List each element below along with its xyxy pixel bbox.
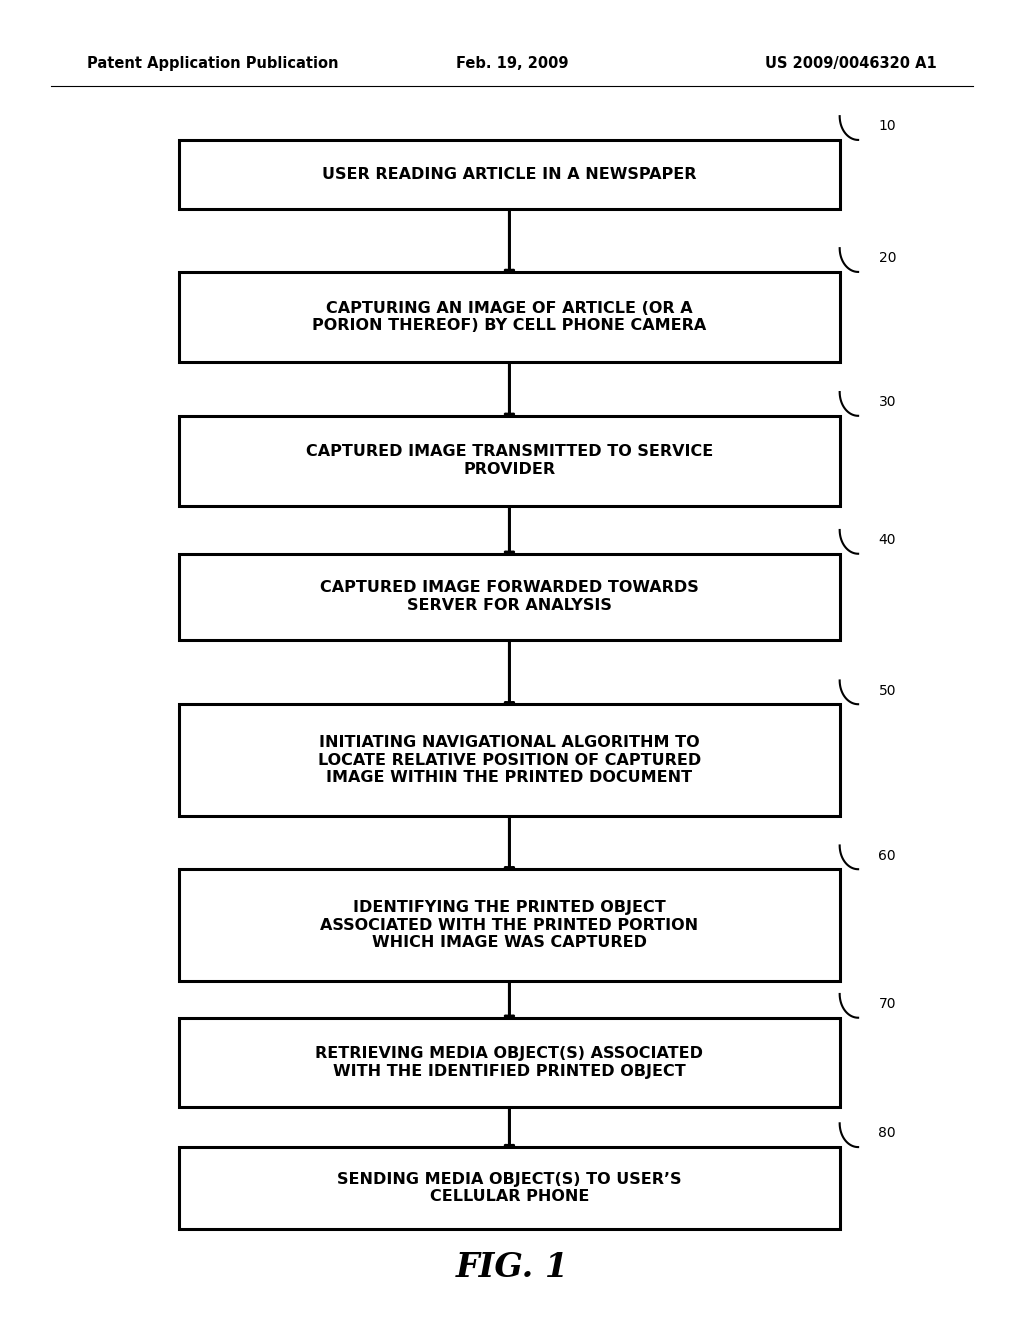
Text: CAPTURED IMAGE FORWARDED TOWARDS
SERVER FOR ANALYSIS: CAPTURED IMAGE FORWARDED TOWARDS SERVER … (321, 581, 698, 612)
Text: FIG. 1: FIG. 1 (456, 1251, 568, 1283)
Text: USER READING ARTICLE IN A NEWSPAPER: USER READING ARTICLE IN A NEWSPAPER (323, 166, 696, 182)
Text: 50: 50 (879, 684, 896, 697)
FancyBboxPatch shape (179, 416, 840, 506)
Text: IDENTIFYING THE PRINTED OBJECT
ASSOCIATED WITH THE PRINTED PORTION
WHICH IMAGE W: IDENTIFYING THE PRINTED OBJECT ASSOCIATE… (321, 900, 698, 950)
Text: US 2009/0046320 A1: US 2009/0046320 A1 (765, 55, 937, 71)
Text: Feb. 19, 2009: Feb. 19, 2009 (456, 55, 568, 71)
FancyBboxPatch shape (179, 140, 840, 209)
Text: 60: 60 (879, 849, 896, 863)
Text: 20: 20 (879, 251, 896, 265)
FancyBboxPatch shape (179, 554, 840, 639)
Text: 40: 40 (879, 533, 896, 546)
FancyBboxPatch shape (179, 1018, 840, 1107)
Text: 70: 70 (879, 997, 896, 1011)
Text: Patent Application Publication: Patent Application Publication (87, 55, 339, 71)
Text: 10: 10 (879, 119, 896, 133)
FancyBboxPatch shape (179, 704, 840, 816)
Text: SENDING MEDIA OBJECT(S) TO USER’S
CELLULAR PHONE: SENDING MEDIA OBJECT(S) TO USER’S CELLUL… (337, 1172, 682, 1204)
Text: CAPTURING AN IMAGE OF ARTICLE (OR A
PORION THEREOF) BY CELL PHONE CAMERA: CAPTURING AN IMAGE OF ARTICLE (OR A PORI… (312, 301, 707, 333)
Text: RETRIEVING MEDIA OBJECT(S) ASSOCIATED
WITH THE IDENTIFIED PRINTED OBJECT: RETRIEVING MEDIA OBJECT(S) ASSOCIATED WI… (315, 1047, 703, 1078)
FancyBboxPatch shape (179, 272, 840, 362)
Text: INITIATING NAVIGATIONAL ALGORITHM TO
LOCATE RELATIVE POSITION OF CAPTURED
IMAGE : INITIATING NAVIGATIONAL ALGORITHM TO LOC… (317, 735, 701, 785)
Text: CAPTURED IMAGE TRANSMITTED TO SERVICE
PROVIDER: CAPTURED IMAGE TRANSMITTED TO SERVICE PR… (306, 445, 713, 477)
Text: 80: 80 (879, 1126, 896, 1140)
FancyBboxPatch shape (179, 869, 840, 982)
Text: 30: 30 (879, 395, 896, 409)
FancyBboxPatch shape (179, 1147, 840, 1229)
